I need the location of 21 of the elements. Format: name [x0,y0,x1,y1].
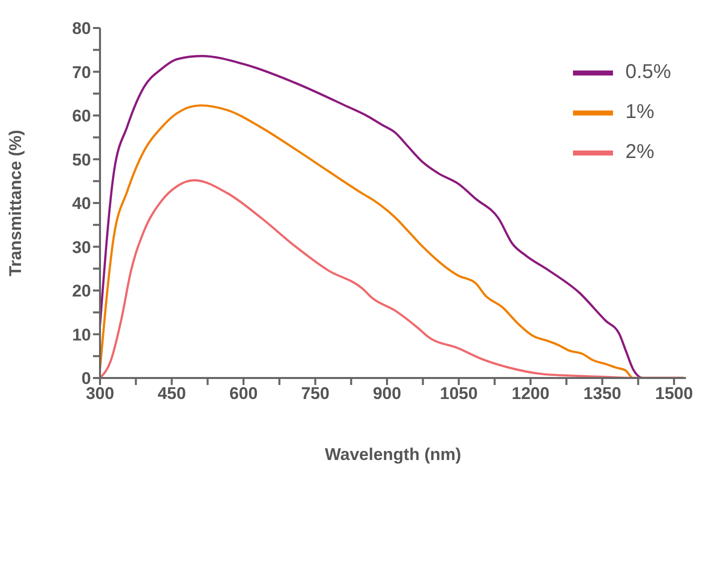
y-tick-label: 80 [72,19,91,38]
x-tick-label: 600 [229,384,258,404]
x-tick-label: 1350 [583,384,622,404]
x-tick-label: 750 [301,384,330,404]
x-tick-label: 900 [372,384,402,404]
legend-label: 2% [625,141,654,164]
y-tick-label: 10 [72,325,91,344]
y-tick-label: 70 [72,62,91,82]
x-axis-title: Wavelength (nm) [324,445,462,464]
y-tick-label: 30 [72,238,91,257]
y-tick-label: 50 [72,150,91,170]
x-tick-label: 1500 [655,384,693,404]
y-tick-label: 40 [72,194,91,214]
y-tick-label: 60 [72,106,91,126]
legend-label: 1% [625,101,654,124]
y-tick-label: 20 [72,282,91,301]
x-tick-label: 1200 [512,384,550,404]
legend-label: 0.5% [625,61,671,84]
x-tick-label: 450 [158,384,186,404]
y-axis-title: Transmittance (%) [6,130,26,276]
x-tick-label: 1050 [440,384,478,404]
